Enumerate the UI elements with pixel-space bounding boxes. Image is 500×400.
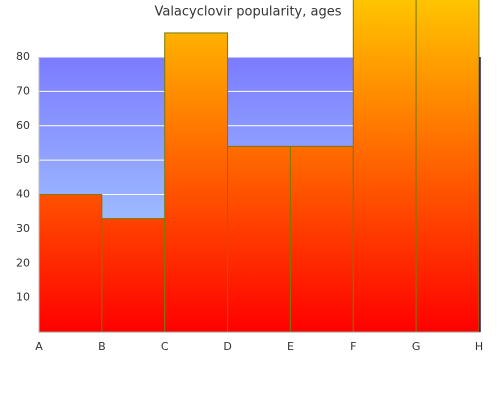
y-tick-label: 80 xyxy=(16,50,30,63)
step-segment xyxy=(415,0,480,333)
step-segment xyxy=(101,218,166,333)
y-tick-label: 50 xyxy=(16,153,30,166)
x-tick-label: G xyxy=(412,340,421,353)
x-tick-label: C xyxy=(161,340,169,353)
y-tick-label: 70 xyxy=(16,84,30,97)
step-segment xyxy=(352,0,417,333)
step-segment xyxy=(164,32,229,333)
y-tick-label: 20 xyxy=(16,256,30,269)
step-segment xyxy=(227,145,291,333)
x-tick-label: A xyxy=(35,340,43,353)
y-tick-label: 60 xyxy=(16,119,30,132)
x-tick-label: F xyxy=(350,340,356,353)
x-tick-label: D xyxy=(223,340,231,353)
x-tick-label: E xyxy=(287,340,294,353)
y-tick-label: 10 xyxy=(16,291,30,304)
step-segment xyxy=(289,145,354,333)
y-tick-label: 40 xyxy=(16,188,30,201)
chart-title: Valacyclovir popularity, ages xyxy=(154,5,341,20)
x-tick-label: B xyxy=(98,340,106,353)
step-segment xyxy=(38,194,103,333)
x-tick-label: H xyxy=(475,340,483,353)
y-tick-label: 30 xyxy=(16,222,30,235)
